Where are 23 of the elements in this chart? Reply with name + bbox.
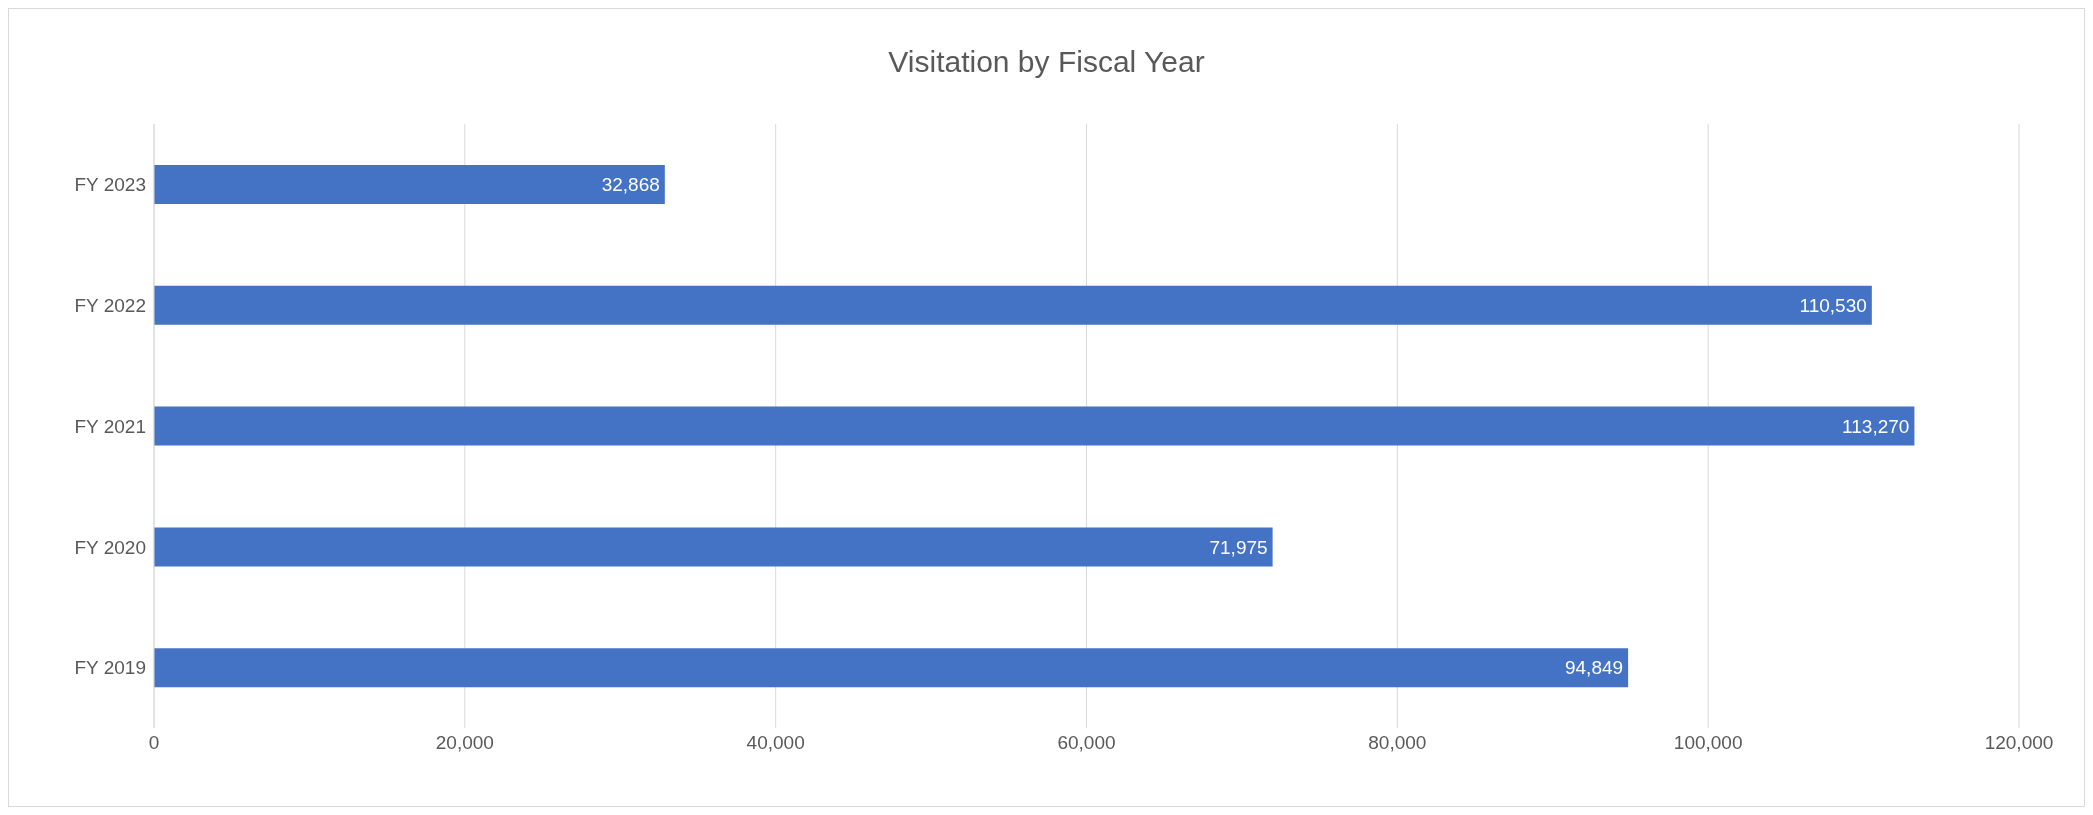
y-tick-label: FY 2019: [74, 657, 146, 679]
bar: [154, 285, 1872, 325]
bar: [154, 165, 665, 204]
x-tick-label: 100,000: [1673, 732, 1743, 754]
chart-title: Visitation by Fiscal Year: [887, 45, 1206, 79]
x-tick-label: 60,000: [1057, 732, 1116, 754]
data-label: 94,849: [1564, 657, 1624, 679]
bar: [154, 648, 1629, 688]
x-tick-label: 120,000: [1984, 732, 2054, 754]
bar: [154, 406, 1915, 446]
x-tick-label: 80,000: [1368, 732, 1427, 754]
data-label: 113,270: [1842, 415, 1910, 437]
y-tick-label: FY 2023: [74, 174, 146, 196]
bar: [154, 527, 1273, 567]
x-tick-label: 20,000: [435, 732, 494, 754]
y-tick-label: FY 2020: [74, 536, 146, 558]
data-label: 32,868: [601, 174, 660, 196]
y-tick-label: FY 2021: [74, 415, 146, 437]
x-tick-label: 0: [148, 732, 160, 754]
x-tick-label: 40,000: [746, 732, 805, 754]
y-tick-label: FY 2022: [74, 294, 146, 316]
data-label: 71,975: [1209, 536, 1268, 558]
data-label: 110,530: [1799, 295, 1867, 317]
